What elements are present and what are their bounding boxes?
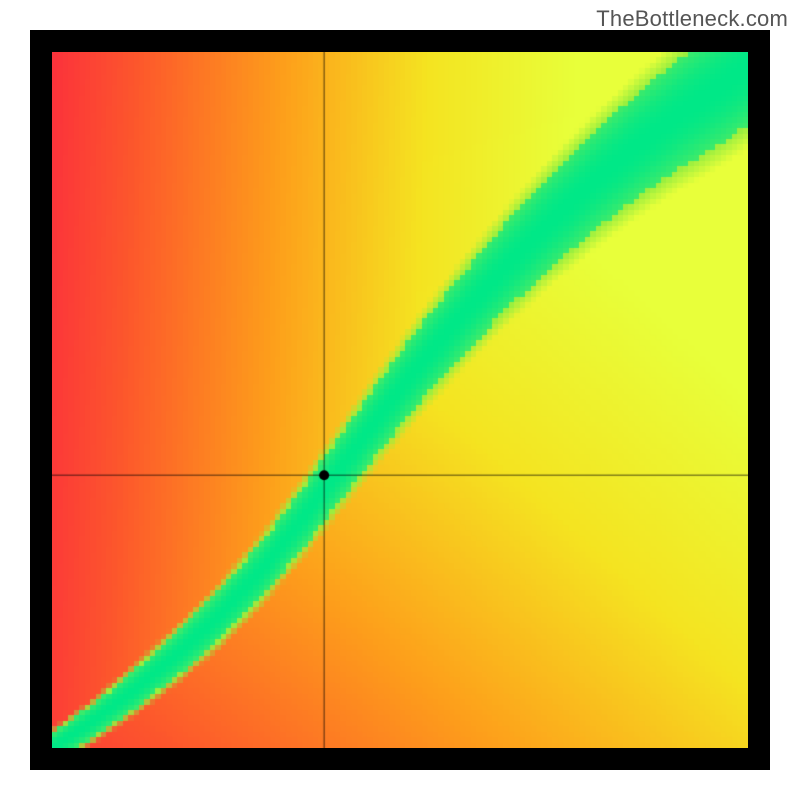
- heatmap-canvas: [52, 52, 748, 748]
- chart-container: TheBottleneck.com: [0, 0, 800, 800]
- watermark-label: TheBottleneck.com: [596, 6, 788, 32]
- heatmap-plot: [52, 52, 748, 748]
- chart-frame: [30, 30, 770, 770]
